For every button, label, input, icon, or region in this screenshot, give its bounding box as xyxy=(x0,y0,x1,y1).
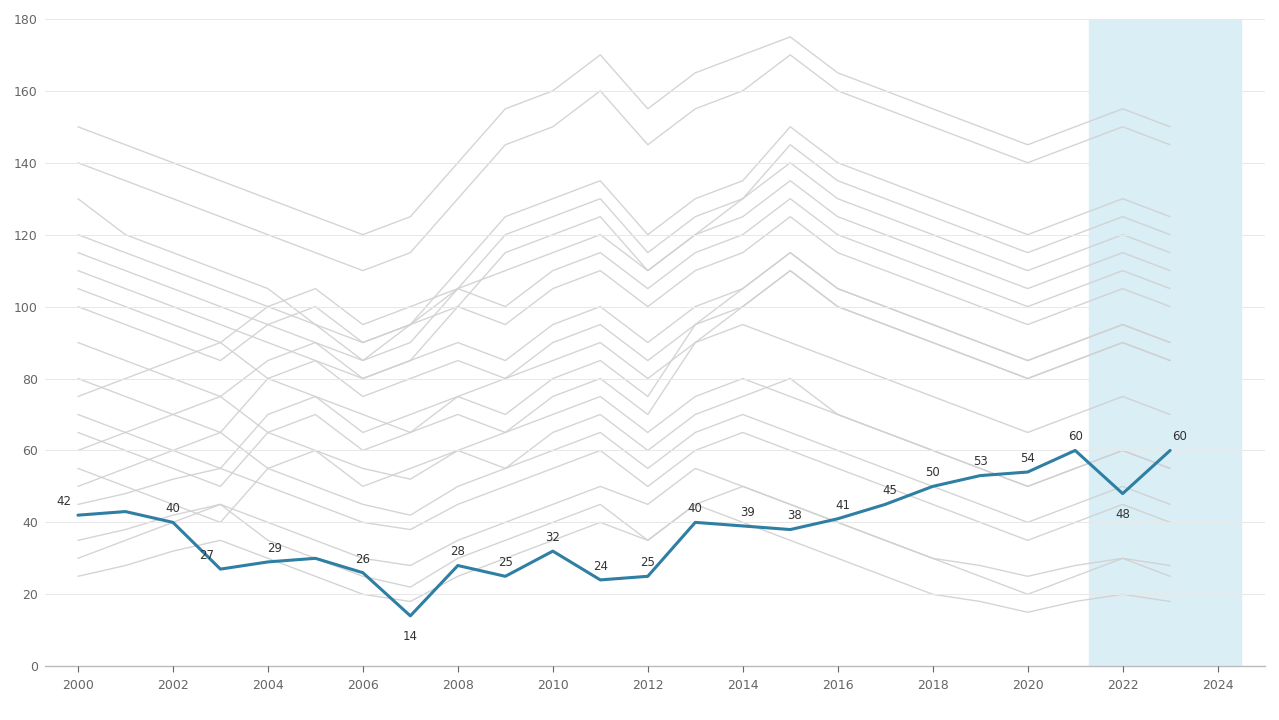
Text: 60: 60 xyxy=(1068,431,1082,444)
Text: 27: 27 xyxy=(198,549,214,562)
Text: 60: 60 xyxy=(1172,431,1187,444)
Text: 38: 38 xyxy=(788,509,802,523)
Bar xyxy=(1090,19,1242,666)
Text: 45: 45 xyxy=(883,484,898,498)
Text: 24: 24 xyxy=(592,559,608,572)
Text: 48: 48 xyxy=(1115,508,1131,521)
Text: 28: 28 xyxy=(450,545,466,558)
Text: 26: 26 xyxy=(356,552,371,565)
Text: 42: 42 xyxy=(56,495,72,508)
Text: 25: 25 xyxy=(641,556,655,569)
Text: 14: 14 xyxy=(403,630,418,643)
Text: 39: 39 xyxy=(741,505,755,519)
Text: 54: 54 xyxy=(1021,452,1035,465)
Text: 32: 32 xyxy=(545,531,560,544)
Text: 40: 40 xyxy=(688,502,702,516)
Text: 53: 53 xyxy=(973,456,987,469)
Text: 50: 50 xyxy=(925,467,940,480)
Text: 29: 29 xyxy=(267,541,283,554)
Text: 41: 41 xyxy=(835,498,851,512)
Text: 40: 40 xyxy=(165,502,180,516)
Text: 25: 25 xyxy=(498,556,513,569)
